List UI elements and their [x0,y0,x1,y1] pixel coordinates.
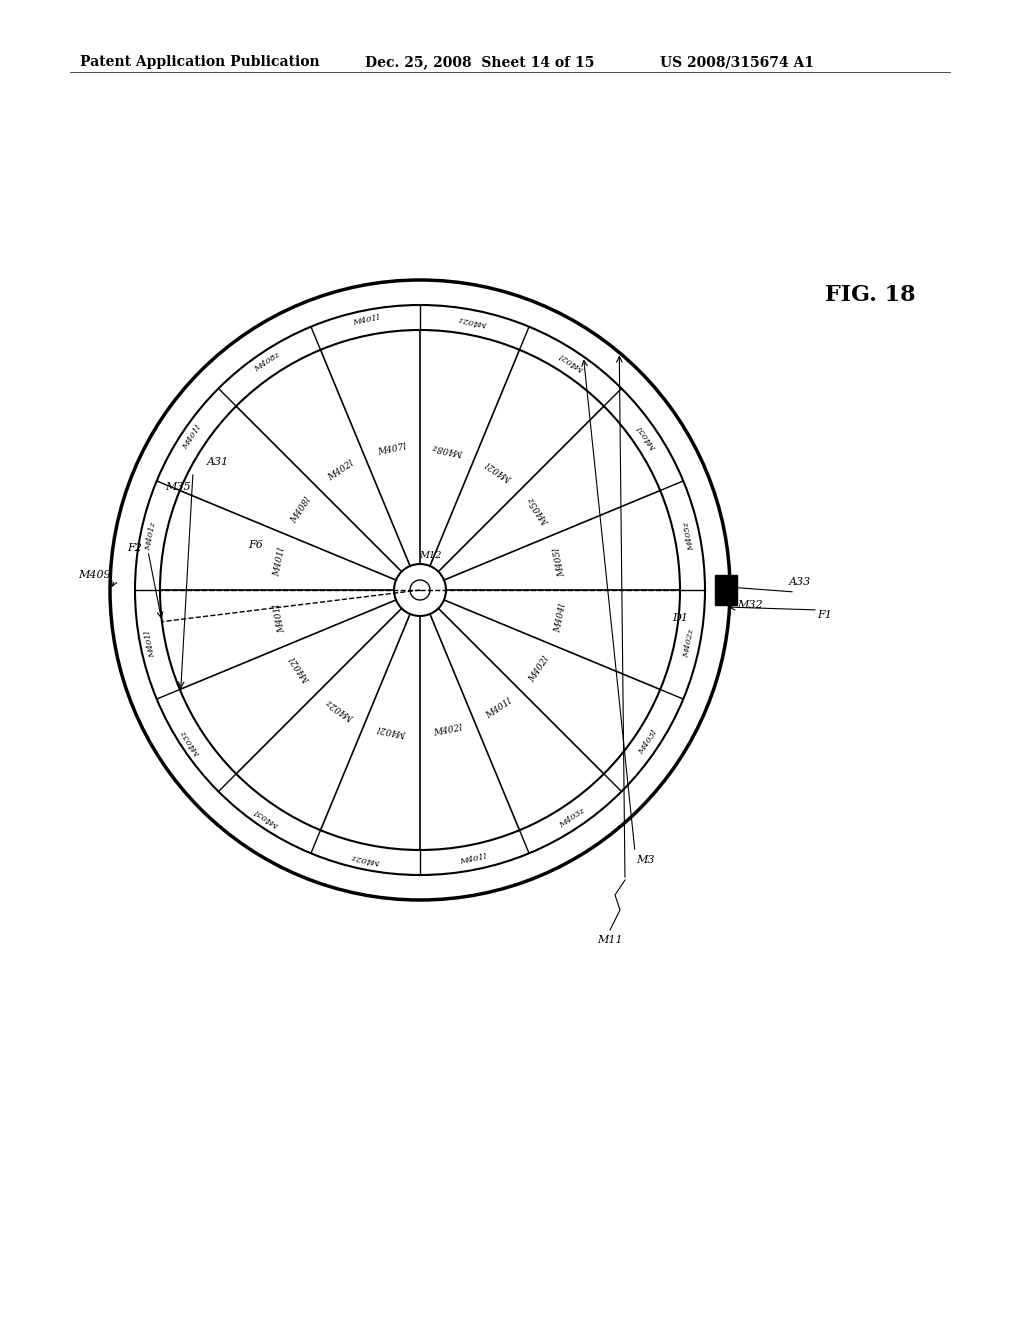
Text: M401l: M401l [181,424,203,451]
Text: M402l: M402l [377,723,408,738]
Text: M402l: M402l [326,459,355,483]
Text: D1: D1 [672,612,688,623]
Text: A33: A33 [788,577,811,587]
Text: M403z: M403z [558,807,587,830]
Bar [715,576,736,605]
Text: F6: F6 [249,540,263,550]
Text: F2: F2 [128,543,142,553]
Text: M408z: M408z [253,350,282,374]
Text: M408z: M408z [432,442,464,457]
Text: M407l: M407l [377,442,408,457]
Text: M11: M11 [597,935,623,945]
Text: M405z: M405z [682,521,696,552]
Text: FIG. 18: FIG. 18 [824,284,915,306]
Text: M409: M409 [79,570,112,579]
Text: US 2008/315674 A1: US 2008/315674 A1 [660,55,814,69]
Text: M403l: M403l [254,808,282,829]
Text: M402z: M402z [325,697,356,721]
Text: M401l: M401l [484,697,514,721]
Text: Dec. 25, 2008  Sheet 14 of 15: Dec. 25, 2008 Sheet 14 of 15 [365,55,594,69]
Text: M403z: M403z [180,729,203,756]
Text: M401l: M401l [352,314,381,327]
Text: M402z: M402z [682,628,696,659]
Text: M402z: M402z [459,314,488,327]
Text: F1: F1 [817,610,833,620]
Text: M402l: M402l [289,655,313,684]
Text: M408l: M408l [289,496,313,525]
Text: M12: M12 [419,550,441,560]
Text: M35: M35 [165,482,190,492]
Text: M404l: M404l [553,603,567,634]
Text: M402z: M402z [351,853,382,866]
Text: Patent Application Publication: Patent Application Publication [80,55,319,69]
Text: M405l: M405l [637,424,659,451]
Text: M401l: M401l [272,546,287,577]
Text: M403l: M403l [637,729,659,756]
Text: M402l: M402l [484,459,514,483]
Text: M3: M3 [636,855,654,865]
Text: M405z: M405z [526,495,551,527]
Text: M401l: M401l [144,630,158,657]
Text: M401l: M401l [272,603,287,634]
Text: M405l: M405l [553,546,567,577]
Text: M32: M32 [737,601,763,610]
Text: M402l: M402l [559,351,586,372]
Text: M401z: M401z [144,521,158,552]
Text: M401l: M401l [460,853,487,866]
Text: M402l: M402l [432,723,463,738]
Text: A31: A31 [207,457,229,467]
Text: M402l: M402l [527,655,551,684]
